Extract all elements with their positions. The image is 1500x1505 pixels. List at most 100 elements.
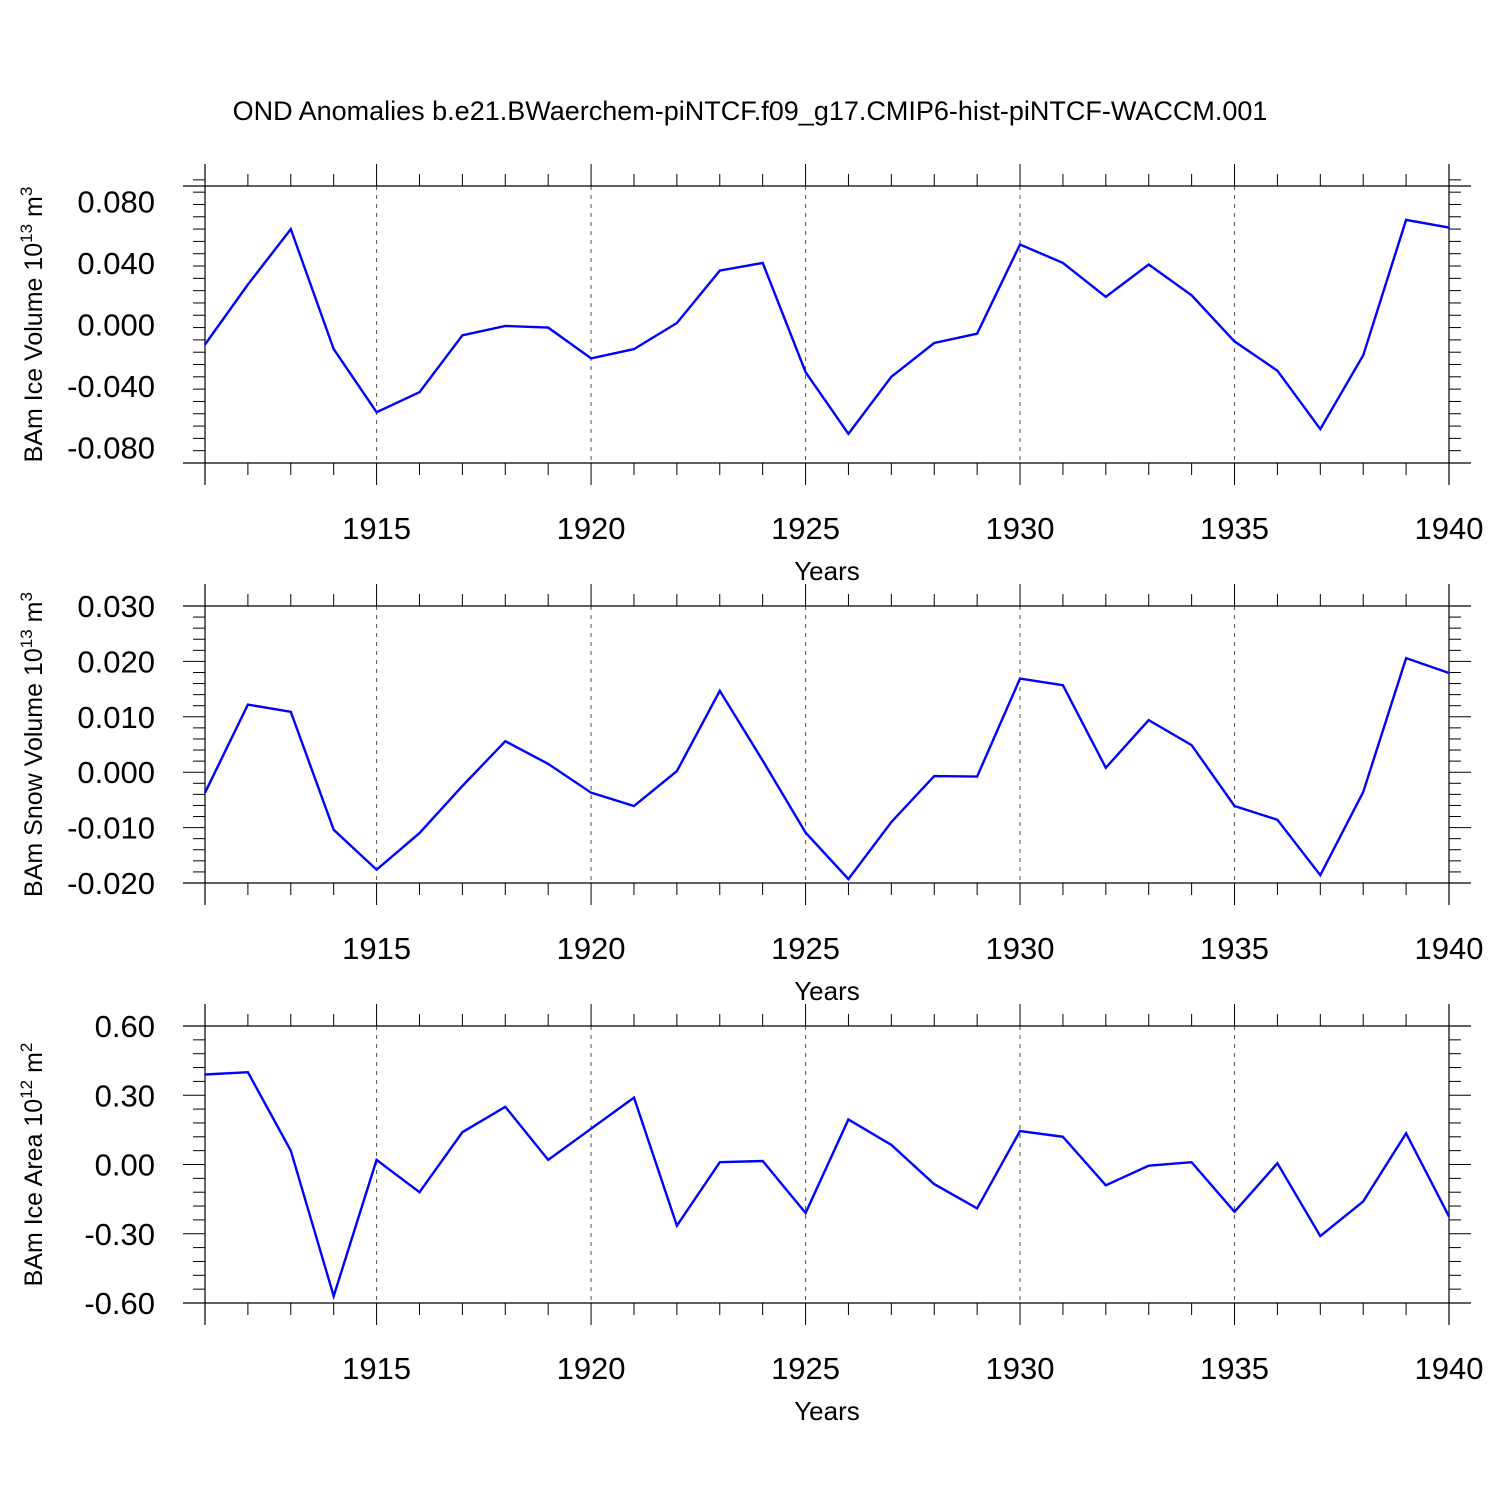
- data-point: [461, 785, 464, 787]
- y-tick-label: -0.30: [84, 1217, 155, 1252]
- x-tick-label: 1915: [342, 511, 411, 546]
- x-tick-label: 1920: [557, 1351, 626, 1386]
- data-point: [289, 228, 292, 230]
- panel-3: -0.60 -0.30 0.00 0.30 0.60 1915 1920 1925 1930 19…: [17, 1004, 1483, 1426]
- data-point: [1233, 1211, 1236, 1213]
- data-point: [204, 1073, 206, 1076]
- data-point: [1405, 1132, 1407, 1135]
- data-point: [289, 1149, 292, 1152]
- data-point: [418, 391, 421, 394]
- data-point: [1276, 819, 1279, 821]
- x-axis-label: Years: [794, 556, 860, 586]
- data-point: [375, 1159, 378, 1161]
- data-point: [1319, 1235, 1322, 1237]
- x-tick-label: 1915: [342, 931, 411, 966]
- x-axis-label: Years: [794, 976, 860, 1006]
- x-tick-label: 1925: [771, 931, 840, 966]
- data-point: [718, 1161, 721, 1163]
- data-point: [1448, 672, 1450, 674]
- y-axis-label: BAm Ice Volume 1013 m3: [17, 187, 48, 463]
- data-point: [761, 759, 764, 762]
- data-point: [1019, 243, 1021, 246]
- data-point: [1319, 874, 1322, 877]
- y-tick-label: 0.30: [95, 1078, 155, 1113]
- series-line: [203, 656, 1450, 881]
- data-point: [890, 1144, 893, 1146]
- data-point: [547, 1159, 549, 1161]
- data-point: [1147, 719, 1150, 721]
- data-point: [1319, 428, 1322, 430]
- data-point: [547, 763, 549, 765]
- data-point: [1062, 1136, 1064, 1138]
- data-point: [289, 711, 292, 713]
- data-point: [461, 1131, 464, 1133]
- data-point: [1276, 369, 1279, 372]
- y-tick-label: 0.080: [77, 184, 155, 219]
- y-tick-label: 0.00: [95, 1148, 155, 1183]
- data-point: [761, 1160, 764, 1162]
- data-point: [847, 878, 850, 880]
- data-point: [890, 821, 893, 823]
- y-tick-label: 0.000: [77, 755, 155, 790]
- data-point: [633, 348, 635, 350]
- x-tick-label: 1935: [1200, 931, 1269, 966]
- x-tick-label: 1930: [986, 1351, 1055, 1386]
- data-point: [847, 432, 850, 435]
- data-point: [804, 1212, 807, 1214]
- data-point: [933, 1183, 936, 1185]
- x-axis-label: Years: [794, 1396, 860, 1426]
- series-line: [204, 218, 1450, 436]
- data-point: [332, 829, 335, 831]
- data-point: [418, 832, 421, 834]
- x-tick-label: 1940: [1415, 1351, 1484, 1386]
- data-point: [1233, 805, 1236, 807]
- y-tick-label: 0.000: [77, 308, 155, 343]
- x-tick-label: 1920: [557, 931, 626, 966]
- data-point: [332, 1295, 335, 1297]
- data-point: [761, 262, 764, 264]
- y-tick-label: 0.010: [77, 700, 155, 735]
- data-point: [1147, 1164, 1150, 1167]
- data-point: [676, 322, 678, 324]
- data-point: [504, 325, 507, 327]
- data-point: [676, 770, 678, 772]
- data-point: [1105, 766, 1107, 769]
- data-point: [1190, 744, 1193, 746]
- data-point: [933, 775, 936, 777]
- x-tick-label: 1935: [1200, 511, 1269, 546]
- data-point: [1448, 1215, 1450, 1218]
- panel-1: -0.080 -0.040 0.000 0.040 0.080 1915 1920 1925 1…: [17, 164, 1483, 586]
- y-tick-label: -0.60: [84, 1286, 155, 1321]
- data-point: [1276, 1162, 1279, 1165]
- data-point: [976, 332, 978, 335]
- y-tick-label: 0.030: [77, 589, 155, 624]
- data-point: [933, 342, 936, 344]
- data-point: [1405, 657, 1407, 659]
- data-point: [504, 740, 507, 742]
- data-point: [1362, 791, 1365, 793]
- data-point: [590, 1127, 592, 1130]
- data-point: [1019, 677, 1021, 680]
- figure-title: OND Anomalies b.e21.BWaerchem-piNTCF.f09…: [232, 96, 1268, 126]
- x-tick-label: 1930: [986, 511, 1055, 546]
- data-point: [1190, 294, 1193, 297]
- data-point: [247, 703, 249, 706]
- data-point: [204, 791, 206, 794]
- x-tick-label: 1925: [771, 1351, 840, 1386]
- data-point: [847, 1118, 850, 1121]
- data-point: [547, 326, 549, 329]
- data-point: [1362, 1200, 1365, 1203]
- data-point: [1448, 226, 1450, 229]
- data-point: [1062, 262, 1064, 264]
- x-tick-label: 1930: [986, 931, 1055, 966]
- data-point: [461, 334, 464, 337]
- y-tick-label: 0.60: [95, 1009, 155, 1044]
- data-point: [1405, 219, 1407, 221]
- data-point: [1362, 354, 1365, 357]
- data-point: [247, 283, 249, 286]
- y-tick-label: -0.020: [67, 866, 155, 901]
- data-point: [1190, 1161, 1193, 1163]
- y-axis-label: BAm Snow Volume 1013 m3: [17, 592, 48, 897]
